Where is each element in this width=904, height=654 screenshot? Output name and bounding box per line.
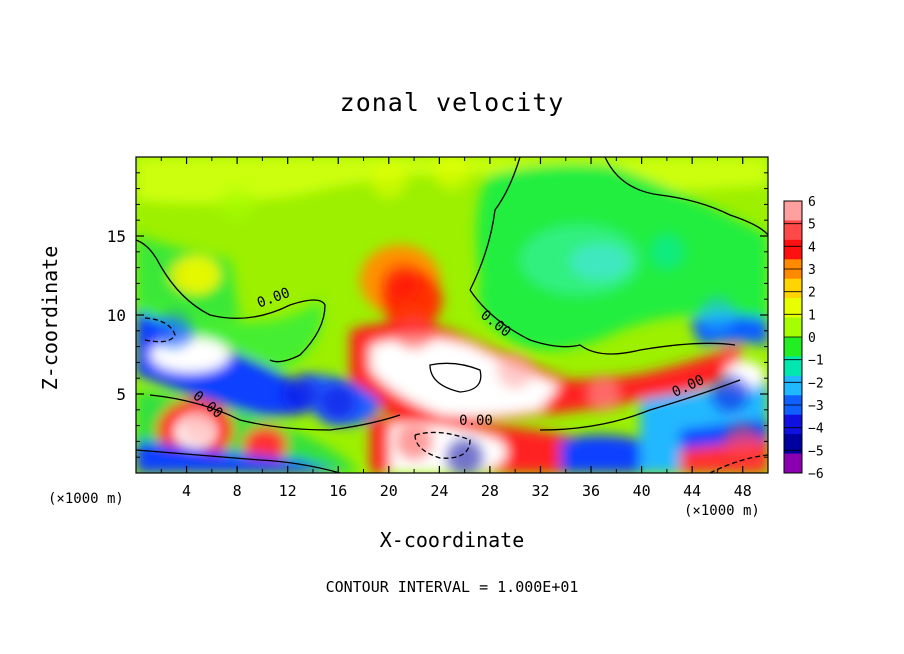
x-tick-label: 28 — [481, 482, 499, 500]
colorbar-label: −5 — [808, 444, 824, 459]
velocity-field — [136, 157, 768, 473]
z-unit-label: (×1000 m) — [48, 491, 124, 507]
contour-interval-footer: CONTOUR INTERVAL = 1.000E+01 — [325, 578, 579, 596]
colorbar-swatch — [784, 434, 802, 455]
y-tick-label: 5 — [116, 385, 126, 404]
x-tick-label: 4 — [182, 482, 191, 500]
contour-line — [136, 239, 326, 363]
field-sample — [219, 186, 256, 223]
x-tick-label: 40 — [633, 482, 651, 500]
field-sample — [370, 162, 407, 199]
x-tick-label: 36 — [582, 482, 600, 500]
field-sample — [181, 407, 218, 444]
field-sample — [320, 383, 357, 420]
colorbar-label: −3 — [808, 399, 824, 414]
contour-line — [469, 157, 521, 291]
colorbar-swatch — [784, 201, 802, 221]
colorbar-label: −4 — [808, 422, 824, 437]
field-sample — [712, 376, 749, 412]
x-tick-label: 12 — [279, 482, 297, 500]
colorbar: 6 5 4 3 2 1 0 −1 −2 −3 −4 −5 −6 — [783, 195, 824, 482]
x-tick-label: 48 — [734, 482, 752, 500]
contour-line — [604, 157, 768, 236]
colorbar-label: −1 — [808, 354, 824, 369]
colorbar-swatch — [784, 375, 802, 396]
colorbar-swatch — [784, 220, 802, 241]
contour-line — [539, 379, 741, 431]
contour-line-dashed — [709, 454, 768, 473]
field-sample — [724, 423, 761, 460]
x-tick-label: 20 — [380, 482, 398, 500]
y-ticks: 5 10 15 — [107, 172, 768, 458]
x-tick-label: 16 — [329, 482, 347, 500]
field-sample — [446, 439, 483, 473]
field-sample — [585, 376, 622, 412]
colorbar-label: 3 — [808, 263, 816, 278]
field-sample — [181, 257, 218, 294]
colorbar-swatch — [784, 356, 802, 377]
y-tick-label: 10 — [107, 306, 126, 325]
field-sample — [497, 352, 534, 389]
x-ticks: 4 8 12 16 20 24 28 32 36 40 44 48 — [160, 157, 752, 500]
x-unit-label: (×1000 m) — [684, 503, 760, 519]
field-sample — [155, 312, 192, 349]
contour-lines — [136, 157, 768, 473]
x-tick-label: 24 — [430, 482, 448, 500]
field-sample — [282, 376, 319, 412]
x-axis-label: X-coordinate — [0, 528, 904, 552]
field-sample — [396, 423, 433, 460]
x-tick-label: 44 — [683, 482, 701, 500]
colorbar-swatch — [784, 414, 802, 435]
contour-label: 0.00 — [459, 413, 493, 429]
colorbar-label: 0 — [808, 331, 816, 346]
colorbar-label: 1 — [808, 308, 816, 323]
colorbar-label: 4 — [808, 240, 816, 255]
field-sample — [648, 233, 685, 270]
x-tick-label: 8 — [233, 482, 242, 500]
field-sample — [434, 157, 470, 191]
colorbar-label: −2 — [808, 376, 824, 391]
colorbar-swatch — [784, 453, 802, 474]
colorbar-label: 5 — [808, 218, 816, 233]
chart-title: zonal velocity — [339, 88, 565, 117]
x-axis-label-text: X-coordinate — [379, 528, 525, 552]
field-sample — [699, 297, 736, 333]
colorbar-label: −6 — [808, 467, 824, 482]
contour-line-dashed — [144, 317, 176, 343]
contour-line — [429, 362, 482, 393]
contour-line — [149, 394, 401, 431]
colorbar-swatch — [784, 239, 802, 260]
colorbar-swatch — [784, 317, 802, 338]
colorbar-swatch — [784, 298, 802, 319]
colorbar-label: 6 — [808, 195, 816, 210]
contour-line — [136, 449, 341, 473]
colorbar-label: 2 — [808, 286, 816, 301]
contour-line — [469, 289, 736, 355]
colorbar-swatch — [784, 337, 802, 357]
field-sample — [383, 265, 420, 302]
x-tick-label: 32 — [531, 482, 549, 500]
y-tick-label: 15 — [107, 227, 126, 246]
colorbar-swatch — [784, 278, 802, 299]
field-sample — [396, 312, 433, 349]
field-marks — [155, 157, 761, 473]
contour-line-dashed — [414, 431, 471, 459]
